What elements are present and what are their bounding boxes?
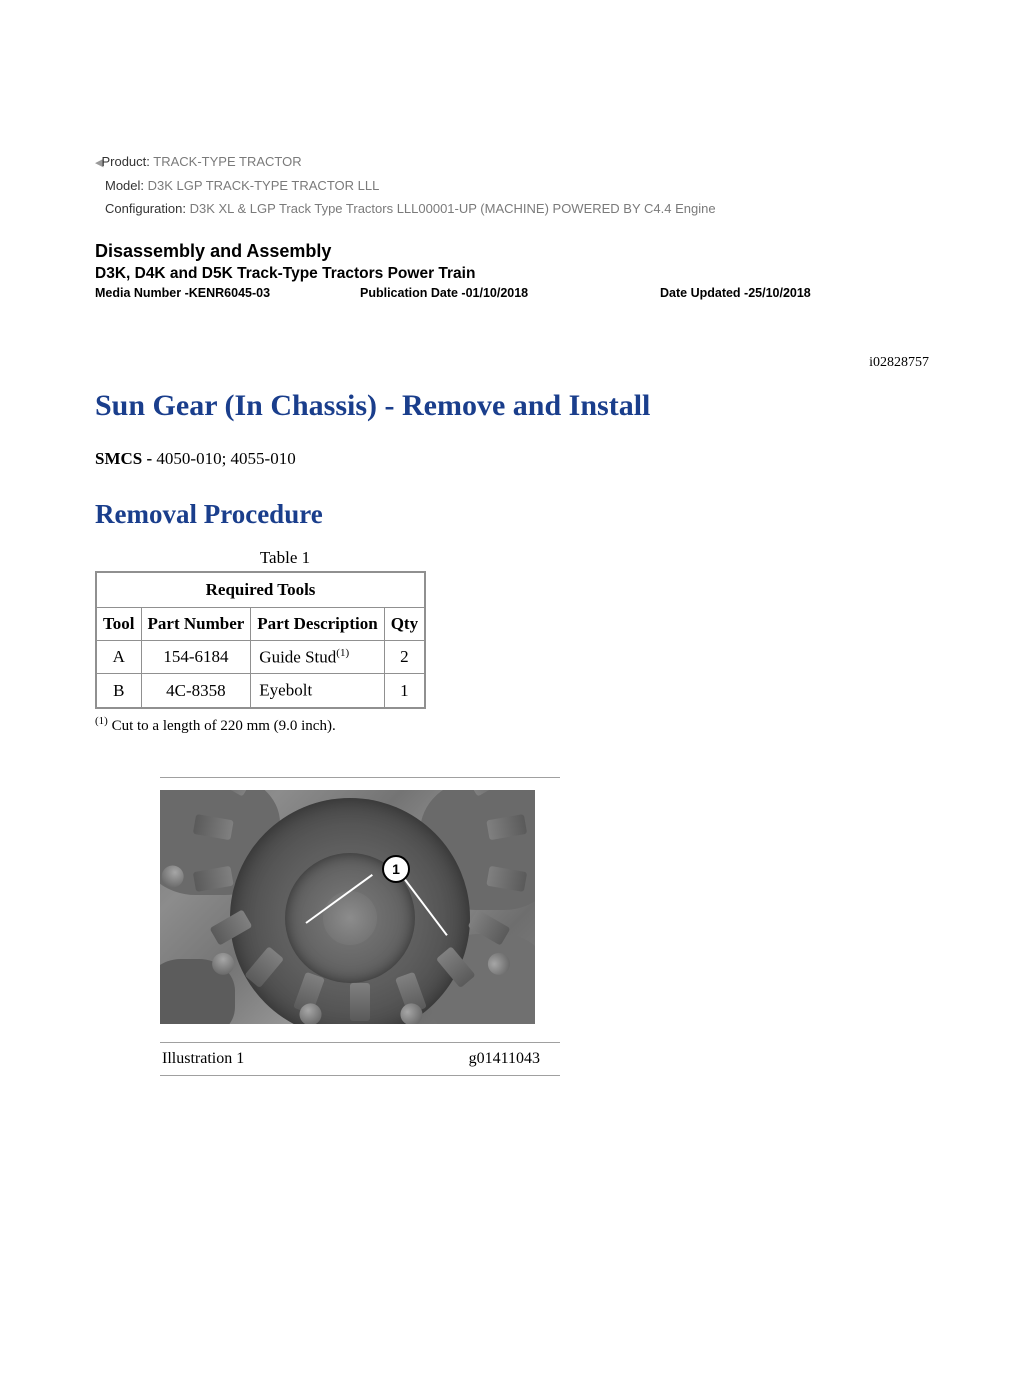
cell-description: Eyebolt xyxy=(251,674,384,708)
cell-description: Guide Stud(1) xyxy=(251,640,384,674)
config-label: Configuration: xyxy=(105,201,186,216)
table-header-row: Tool Part Number Part Description Qty xyxy=(96,607,425,640)
cell-tool: B xyxy=(96,674,141,708)
procedure-heading: Removal Procedure xyxy=(95,499,929,530)
config-value: D3K XL & LGP Track Type Tractors LLL0000… xyxy=(190,201,716,216)
cell-tool: A xyxy=(96,640,141,674)
smcs-label: SMCS - xyxy=(95,449,156,468)
col-part-number: Part Number xyxy=(141,607,251,640)
model-label: Model: xyxy=(105,178,144,193)
model-value: D3K LGP TRACK-TYPE TRACTOR LLL xyxy=(148,178,380,193)
illustration-label: Illustration 1 xyxy=(162,1050,244,1068)
product-label: Product: xyxy=(101,154,149,169)
footnote-text: Cut to a length of 220 mm (9.0 inch). xyxy=(108,718,336,734)
smcs-code: SMCS - 4050-010; 4055-010 xyxy=(95,449,929,469)
section-subtitle: D3K, D4K and D5K Track-Type Tractors Pow… xyxy=(95,265,929,283)
footnote-marker: (1) xyxy=(95,715,108,727)
col-part-desc: Part Description xyxy=(251,607,384,640)
table-row: A 154-6184 Guide Stud(1) 2 xyxy=(96,640,425,674)
cell-part-number: 154-6184 xyxy=(141,640,251,674)
illustration-image: 1 xyxy=(160,790,535,1024)
page-title: Sun Gear (In Chassis) - Remove and Insta… xyxy=(95,389,929,423)
date-updated: Date Updated -25/10/2018 xyxy=(660,286,811,300)
publication-info: Media Number -KENR6045-03 Publication Da… xyxy=(95,286,929,300)
section-title: Disassembly and Assembly xyxy=(95,241,929,262)
table-caption: Table 1 xyxy=(95,548,475,568)
smcs-value: 4050-010; 4055-010 xyxy=(156,449,295,468)
publication-date: Publication Date -01/10/2018 xyxy=(360,286,660,300)
table-footnote: (1) Cut to a length of 220 mm (9.0 inch)… xyxy=(95,715,929,735)
illustration-caption: Illustration 1 g01411043 xyxy=(160,1043,560,1076)
cell-qty: 2 xyxy=(384,640,425,674)
document-id: i02828757 xyxy=(95,355,929,371)
table-title: Required Tools xyxy=(96,572,425,608)
cell-part-number: 4C-8358 xyxy=(141,674,251,708)
illustration-frame: 1 xyxy=(160,777,560,1043)
product-value: TRACK-TYPE TRACTOR xyxy=(153,154,301,169)
illustration-block: 1 Illustration 1 g01411043 xyxy=(160,777,560,1076)
callout-marker: 1 xyxy=(382,855,410,883)
cell-qty: 1 xyxy=(384,674,425,708)
required-tools-table: Required Tools Tool Part Number Part Des… xyxy=(95,571,426,709)
col-tool: Tool xyxy=(96,607,141,640)
table-row: B 4C-8358 Eyebolt 1 xyxy=(96,674,425,708)
media-number: Media Number -KENR6045-03 xyxy=(95,286,360,300)
illustration-gid: g01411043 xyxy=(469,1050,540,1068)
col-qty: Qty xyxy=(384,607,425,640)
doc-metadata: ◀Product: TRACK-TYPE TRACTOR Model: D3K … xyxy=(95,150,929,221)
